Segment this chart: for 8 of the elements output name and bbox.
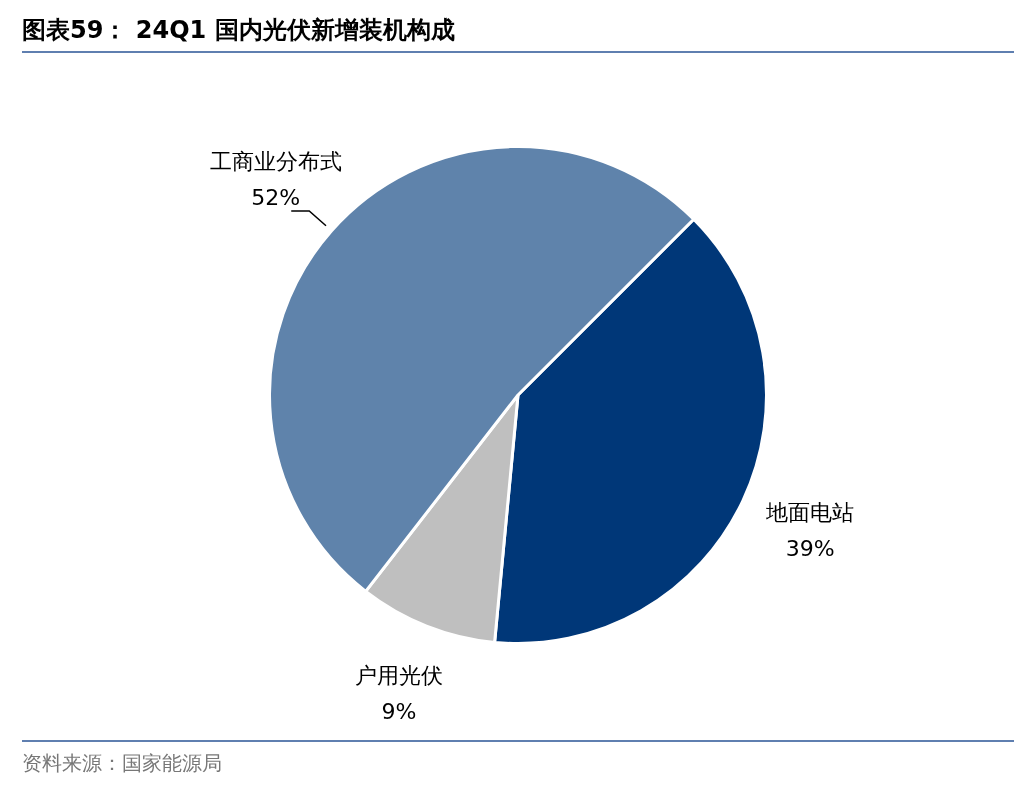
- text: 资料来源：国家能源局: [22, 750, 222, 777]
- data-label: 39%: [785, 536, 835, 562]
- slice-label: 地面电站: [765, 500, 855, 526]
- data-label: 9%: [381, 699, 417, 725]
- chart-title: 图表59： 24Q1 国内光伏新增装机构成: [22, 15, 455, 46]
- data-label: 52%: [251, 185, 301, 211]
- slice-label: 工商业分布式: [209, 149, 342, 175]
- slice-label: 户用光伏: [355, 663, 444, 689]
